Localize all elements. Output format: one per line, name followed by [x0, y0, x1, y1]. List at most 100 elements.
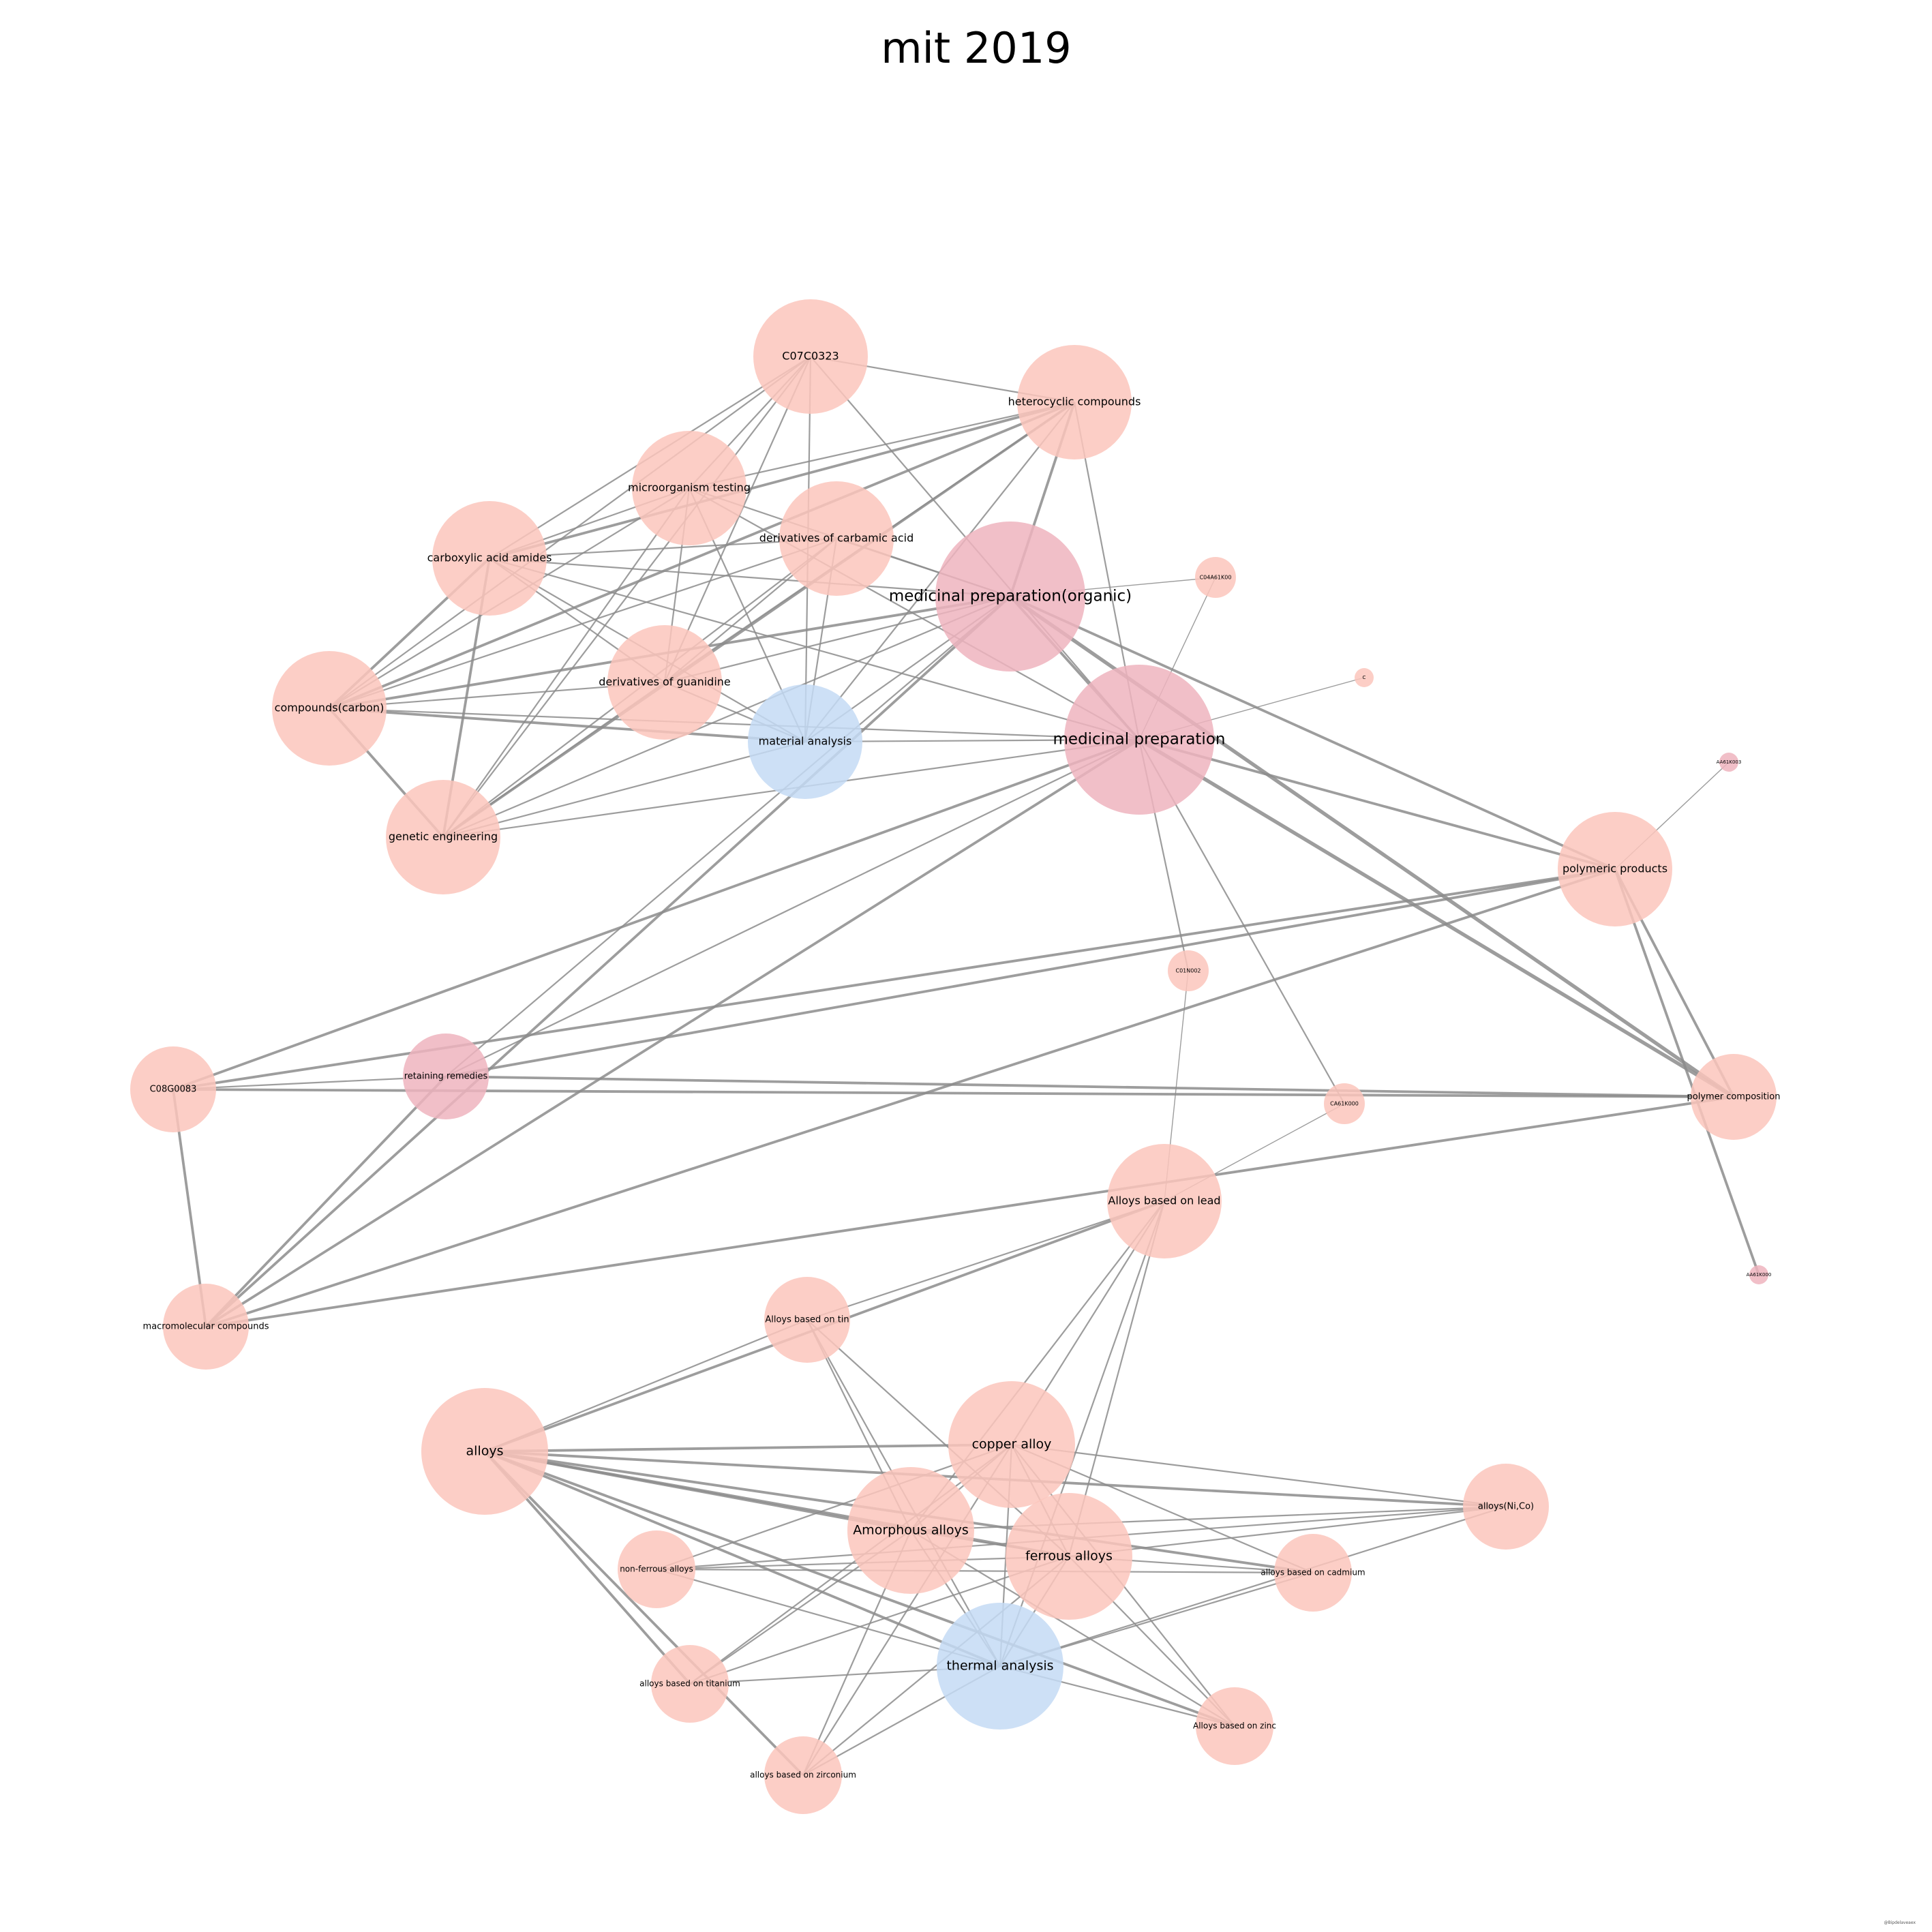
node-label-macromol: macromolecular compounds	[143, 1322, 269, 1332]
node-label-zirconium: alloys based on zirconium	[750, 1770, 856, 1780]
node-C07C0323	[753, 299, 868, 414]
edge-medprep-polyproducts	[1138, 738, 1616, 871]
edge-amorphous-alloysNiCo	[910, 1505, 1507, 1532]
node-label-C08G0083: C08G0083	[150, 1085, 197, 1095]
edge-alloys-copper	[484, 1443, 1012, 1453]
edge-polyproducts-C08G0083	[172, 868, 1616, 1091]
edge-C07C0323-guanidine	[663, 356, 812, 683]
node-polyproducts	[1558, 812, 1672, 926]
edge-copper-zirconium	[802, 1444, 1012, 1776]
node-carbamic	[779, 481, 894, 596]
node-nonferrous	[618, 1530, 695, 1608]
node-label-nonferrous: non-ferrous alloys	[620, 1565, 693, 1574]
node-label-guanidine: derivatives of guanidine	[599, 676, 731, 689]
edge-heterocyclic-microorganism	[689, 401, 1075, 489]
node-AA61K000	[1749, 1265, 1768, 1284]
edge-C08G0083-retaining	[172, 1075, 447, 1091]
node-label-alloys: alloys	[466, 1444, 504, 1459]
node-label-AA61K003: AA61K003	[1717, 759, 1742, 765]
edge-copper-alloysNiCo	[1011, 1443, 1507, 1508]
node-CA61K000	[1324, 1083, 1365, 1124]
graph-title: mit 2019	[881, 23, 1071, 73]
node-titanium	[651, 1645, 729, 1723]
node-thermal	[937, 1603, 1063, 1730]
edge-nonferrous-cadmium	[656, 1568, 1314, 1574]
node-carboxylic	[432, 501, 547, 616]
edge-medprep-retaining	[445, 739, 1140, 1077]
node-label-retaining: retaining remedies	[404, 1072, 488, 1082]
node-label-C: C	[1363, 675, 1366, 680]
node-medprep	[1064, 665, 1214, 815]
node-label-medorganic: medicinal preparation(organic)	[889, 588, 1132, 605]
edge-carboxylic-medprep	[489, 557, 1140, 741]
node-C04A61K00	[1195, 557, 1236, 598]
node-label-C04A61K00: C04A61K00	[1200, 575, 1232, 581]
node-label-cadmium: alloys based on cadmium	[1261, 1568, 1365, 1578]
node-label-zinc: Alloys based on zinc	[1193, 1721, 1276, 1731]
node-cadmium	[1274, 1534, 1352, 1612]
edge-ferrous-titanium	[689, 1555, 1070, 1685]
edge-retaining-polycomp	[445, 1075, 1734, 1098]
node-medorganic	[935, 522, 1085, 671]
edge-heterocyclic-carboxylic	[489, 401, 1075, 560]
node-ferrous	[1006, 1493, 1132, 1620]
node-polycomp	[1691, 1054, 1777, 1140]
node-label-material: material analysis	[759, 735, 852, 748]
edge-microorganism-genetic	[442, 487, 690, 838]
edge-medorganic-genetic	[442, 595, 1011, 839]
node-heterocyclic	[1017, 345, 1132, 459]
edge-medorganic-polyproducts	[1010, 595, 1616, 871]
edge-medorganic-retaining	[445, 596, 1011, 1077]
edge-medprep-macromol	[205, 738, 1141, 1328]
node-label-polyproducts: polymeric products	[1563, 862, 1667, 875]
node-amorphous	[847, 1467, 974, 1594]
node-label-AA61K000: AA61K000	[1747, 1272, 1772, 1278]
node-label-genetic: genetic engineering	[389, 830, 498, 843]
node-label-copper: copper alloy	[972, 1437, 1052, 1452]
edge-retaining-macromol	[205, 1075, 447, 1328]
node-label-microorganism: microorganism testing	[628, 481, 751, 494]
node-alloys	[421, 1388, 548, 1515]
edge-compcarbon-medprep	[329, 707, 1140, 741]
node-material	[748, 684, 862, 799]
edge-polyproducts-retaining	[445, 868, 1616, 1078]
node-layer	[130, 299, 1777, 1814]
edge-polyproducts-AA61K000	[1614, 869, 1760, 1276]
node-AA61K003	[1719, 753, 1738, 772]
node-label-C01N002: C01N002	[1175, 968, 1201, 974]
edge-medprep-polycomp	[1138, 738, 1735, 1099]
node-C01N002	[1168, 950, 1209, 991]
edge-microorganism-medprep	[689, 487, 1140, 740]
edge-thermal-alloysNiCo	[999, 1505, 1507, 1667]
edge-carbamic-carboxylic	[489, 537, 837, 560]
node-lead	[1107, 1144, 1222, 1258]
node-retaining	[403, 1033, 489, 1119]
node-label-CA61K000: CA61K000	[1330, 1101, 1359, 1107]
edge-medprep-C08G0083	[172, 738, 1140, 1091]
edge-polyproducts-macromol	[205, 868, 1616, 1328]
node-label-ferrous: ferrous alloys	[1025, 1549, 1113, 1564]
label-layer: C07C0323 heterocyclic compounds microorgan…	[143, 350, 1781, 1780]
node-label-heterocyclic: heterocyclic compounds	[1008, 395, 1141, 408]
node-label-carboxylic: carboxylic acid amides	[427, 552, 552, 564]
node-C	[1355, 668, 1374, 687]
edge-carboxylic-medorganic	[489, 557, 1011, 598]
edge-carbamic-compcarbon	[329, 537, 837, 710]
node-label-alloysNiCo: alloys(Ni,Co)	[1478, 1502, 1534, 1512]
node-label-C07C0323: C07C0323	[782, 350, 839, 363]
node-guanidine	[607, 625, 722, 740]
edge-copper-titanium	[689, 1444, 1012, 1685]
node-zinc	[1196, 1687, 1273, 1765]
edge-ferrous-alloysNiCo	[1068, 1505, 1507, 1558]
node-C08G0083	[130, 1046, 216, 1132]
node-label-thermal: thermal analysis	[946, 1659, 1053, 1674]
node-genetic	[386, 780, 500, 894]
node-zirconium	[764, 1736, 842, 1814]
node-label-compcarbon: compounds(carbon)	[275, 701, 384, 714]
watermark: @Bipdelaveaex	[1884, 1920, 1916, 1925]
node-compcarbon	[272, 651, 387, 766]
node-label-carbamic: derivatives of carbamic acid	[759, 532, 914, 545]
edge-compcarbon-material	[329, 707, 806, 743]
node-tin	[764, 1277, 850, 1363]
